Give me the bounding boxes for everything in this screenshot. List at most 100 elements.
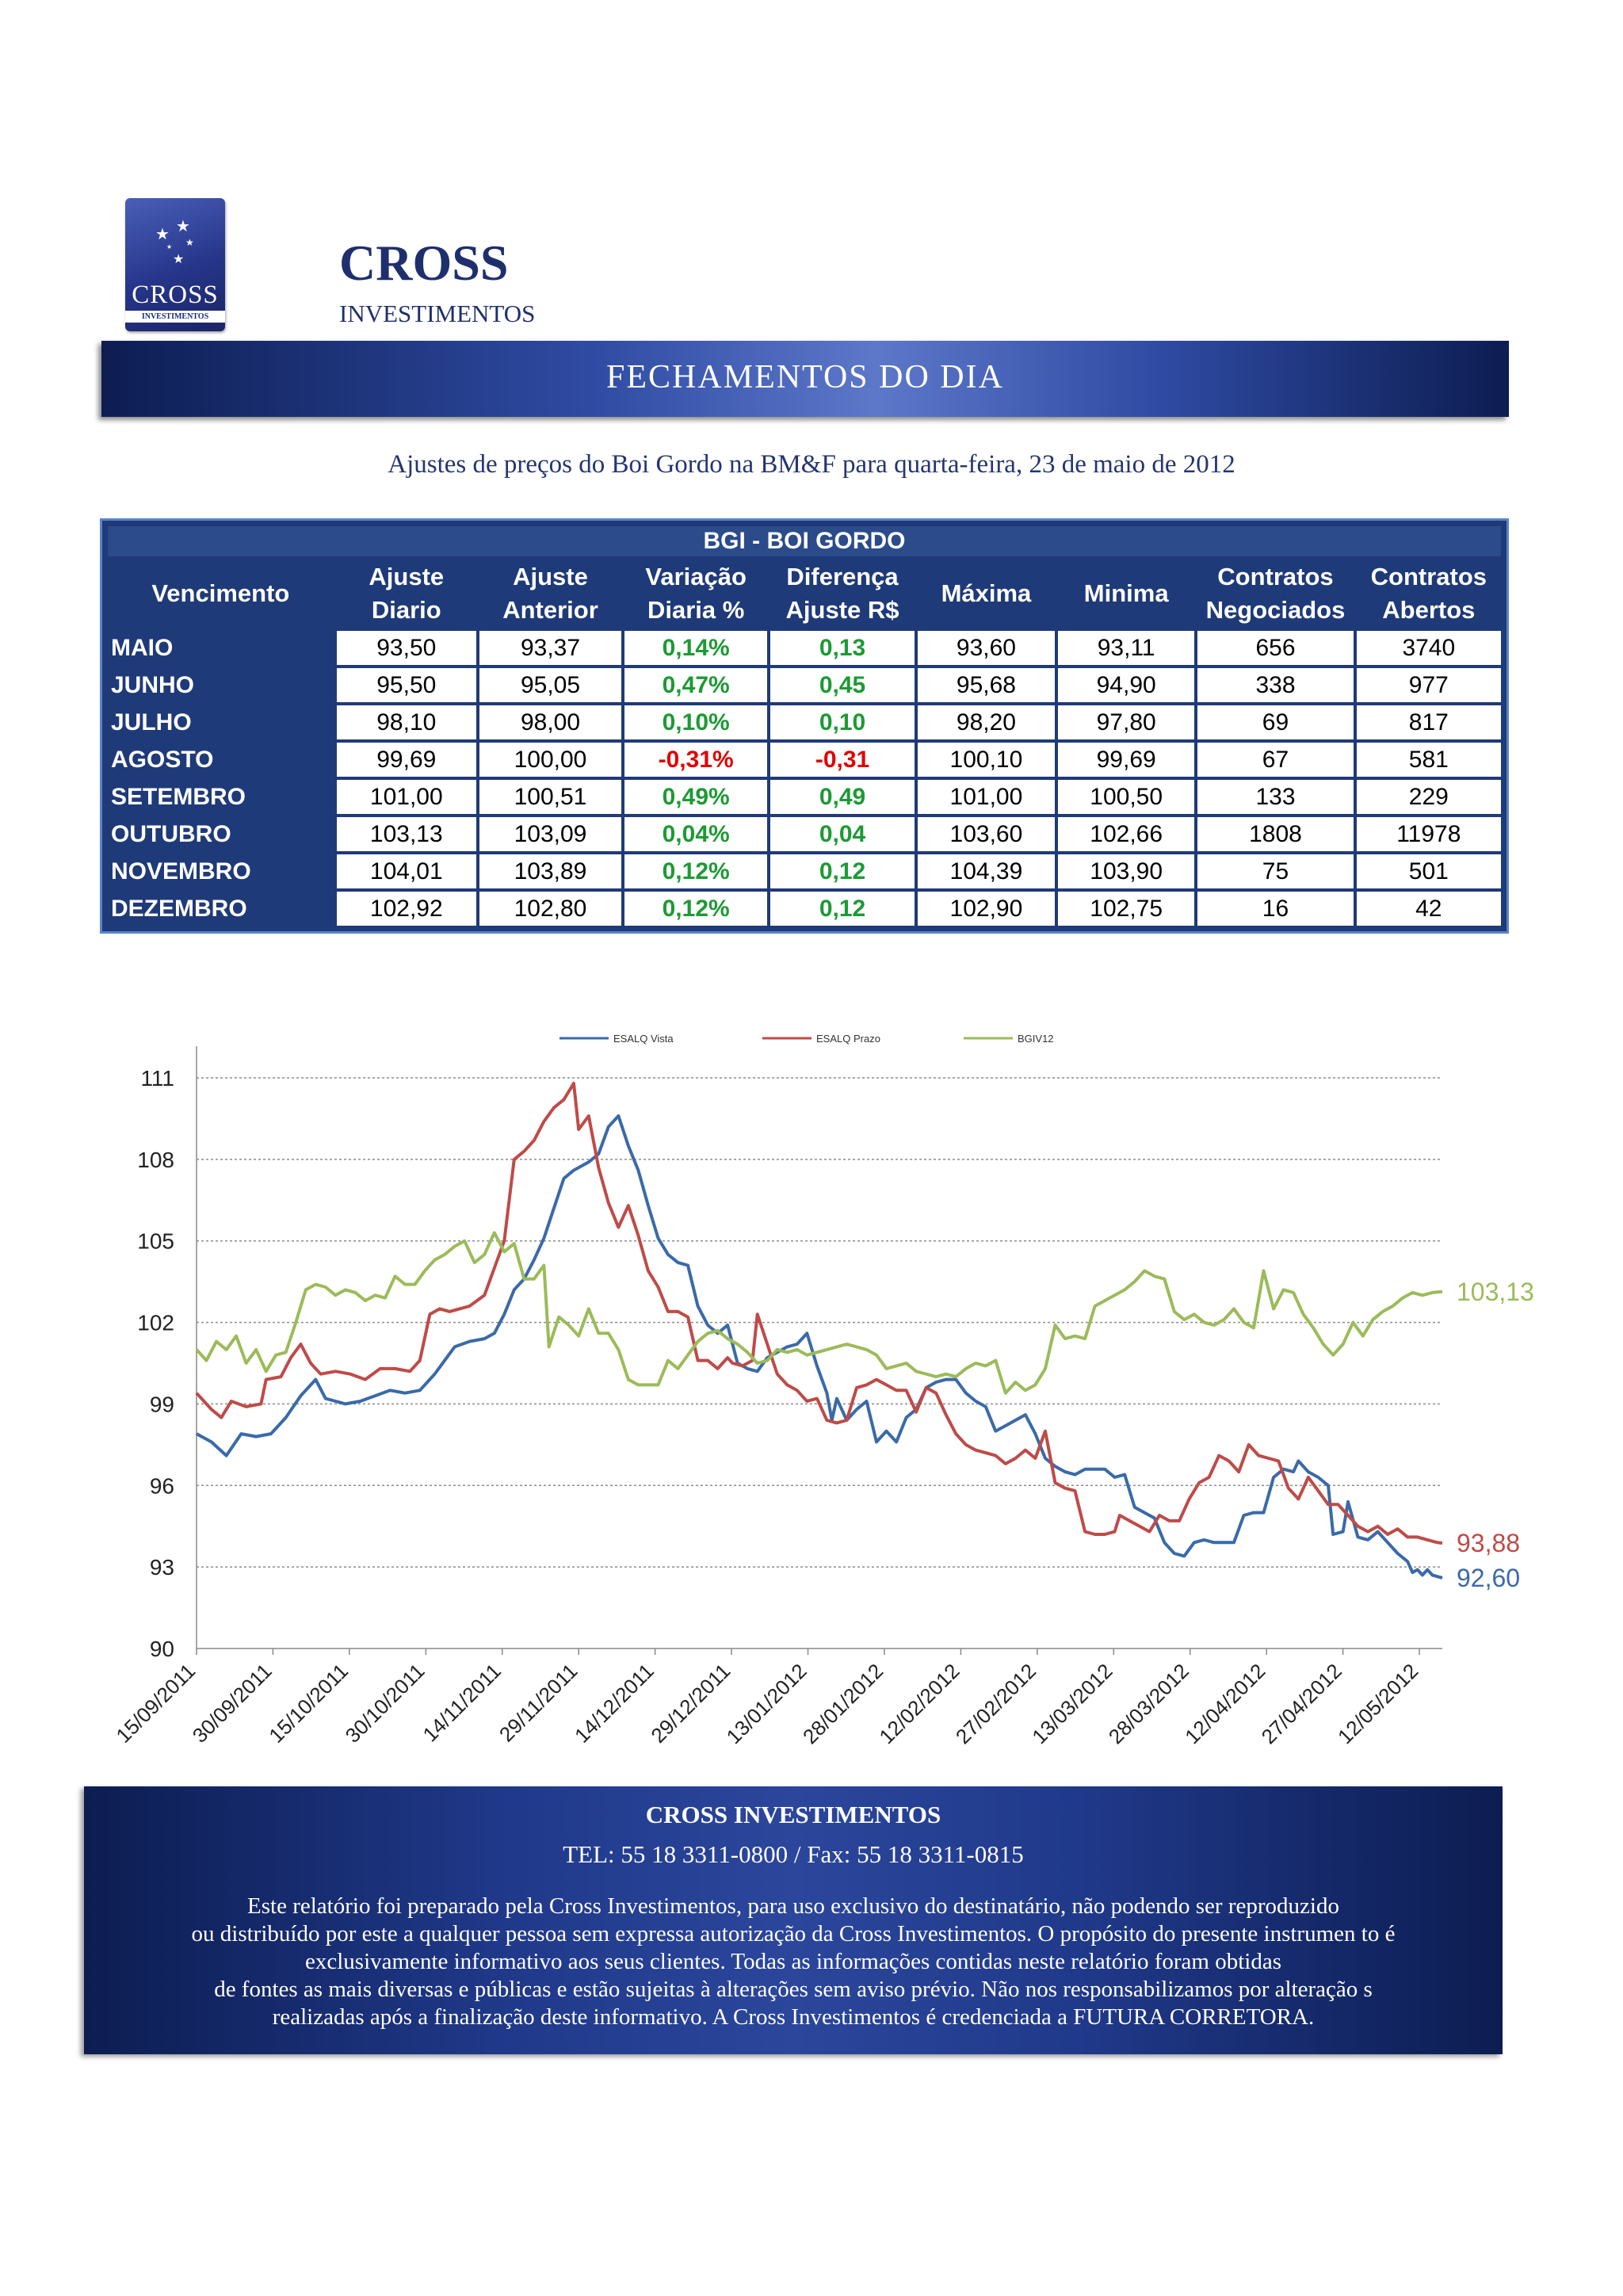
cell-ajuste: 93,50 bbox=[336, 631, 476, 665]
cell-var: 0,49% bbox=[624, 780, 768, 814]
cell-neg: 67 bbox=[1197, 743, 1354, 777]
cell-max: 98,20 bbox=[917, 705, 1055, 739]
column-header: Máxima bbox=[917, 560, 1055, 628]
table-row: OUTUBRO 103,13 103,09 0,04% 0,04 103,60 102,66… bbox=[108, 817, 1501, 851]
column-header-line1: Diferença bbox=[786, 563, 899, 590]
banner-title: FECHAMENTOS DO DIA bbox=[606, 359, 1004, 395]
column-header-line1: Máxima bbox=[941, 579, 1032, 607]
cell-ajuste: 98,10 bbox=[336, 705, 476, 739]
cell-anterior: 93,37 bbox=[479, 631, 622, 665]
cell-min: 99,69 bbox=[1058, 743, 1195, 777]
table-row: SETEMBRO 101,00 100,51 0,49% 0,49 101,00 100,5… bbox=[108, 780, 1501, 814]
column-header: Ajuste Anterior bbox=[479, 560, 622, 628]
cell-max: 104,39 bbox=[917, 854, 1055, 888]
x-tick-label: 15/09/2011 bbox=[111, 1659, 200, 1748]
cell-max: 103,60 bbox=[917, 817, 1055, 851]
y-tick-label: 93 bbox=[150, 1555, 174, 1580]
y-tick-label: 111 bbox=[140, 1066, 174, 1091]
cell-dif: 0,45 bbox=[770, 668, 915, 702]
cell-abertos: 817 bbox=[1356, 705, 1501, 739]
footer-box: CROSS INVESTIMENTOS TEL: 55 18 3311-0800… bbox=[84, 1786, 1503, 2054]
x-tick-label: 12/02/2012 bbox=[874, 1659, 964, 1748]
column-header-line1: Ajuste bbox=[513, 563, 588, 590]
column-header-line1: Ajuste bbox=[369, 563, 445, 590]
cell-min: 94,90 bbox=[1058, 668, 1195, 702]
cell-var: 0,12% bbox=[624, 892, 768, 926]
cell-var: 0,04% bbox=[624, 817, 768, 851]
cell-name: NOVEMBRO bbox=[108, 854, 334, 888]
cell-name: AGOSTO bbox=[108, 743, 334, 777]
cell-ajuste: 102,92 bbox=[336, 892, 476, 926]
column-header-line1: Vencimento bbox=[151, 579, 290, 607]
settlement-table: BGI - BOI GORDO Vencimento Ajuste Diario Aj… bbox=[100, 518, 1509, 934]
column-header-line2: Abertos bbox=[1382, 596, 1476, 624]
cell-dif: 0,49 bbox=[770, 780, 915, 814]
title-banner: FECHAMENTOS DO DIA bbox=[101, 341, 1509, 417]
column-header-line2: Negociados bbox=[1205, 596, 1346, 624]
column-header: Contratos Abertos bbox=[1356, 560, 1501, 628]
column-header-line2: Diario bbox=[371, 596, 441, 624]
cell-anterior: 100,00 bbox=[479, 743, 622, 777]
column-header: Diferença Ajuste R$ bbox=[770, 560, 915, 628]
column-header-line2: Ajuste R$ bbox=[785, 596, 899, 624]
legend-label: BGIV12 bbox=[1018, 1033, 1054, 1045]
cell-min: 102,66 bbox=[1058, 817, 1195, 851]
brand-title: CROSS bbox=[339, 235, 509, 291]
cell-name: MAIO bbox=[108, 631, 334, 665]
x-tick-label: 27/04/2012 bbox=[1257, 1659, 1346, 1748]
cell-neg: 656 bbox=[1197, 631, 1354, 665]
cell-dif: -0,31 bbox=[770, 743, 915, 777]
table-title: BGI - BOI GORDO bbox=[108, 526, 1501, 556]
column-header-line1: Minima bbox=[1083, 579, 1169, 607]
cell-var: 0,12% bbox=[624, 854, 768, 888]
table-row: DEZEMBRO 102,92 102,80 0,12% 0,12 102,90 102,7… bbox=[108, 892, 1501, 926]
y-tick-label: 105 bbox=[137, 1229, 174, 1254]
x-tick-label: 12/05/2012 bbox=[1333, 1659, 1423, 1748]
table-row: NOVEMBRO 104,01 103,89 0,12% 0,12 104,39 103,9… bbox=[108, 854, 1501, 888]
disclaimer-line: exclusivamente informativo aos seus clie… bbox=[305, 1949, 1281, 1974]
y-tick-label: 90 bbox=[150, 1637, 174, 1661]
table-row: AGOSTO 99,69 100,00 -0,31% -0,31 100,10 99,69 6… bbox=[108, 743, 1501, 777]
column-header-line1: Contratos bbox=[1370, 563, 1487, 590]
cell-var: 0,47% bbox=[624, 668, 768, 702]
cell-min: 93,11 bbox=[1058, 631, 1195, 665]
cell-max: 102,90 bbox=[917, 892, 1055, 926]
disclaimer-line: Este relatório foi preparado pela Cross … bbox=[247, 1893, 1339, 1919]
series-line bbox=[196, 1114, 1443, 1580]
table-row: MAIO 93,50 93,37 0,14% 0,13 93,60 93,11 656 3740 bbox=[108, 631, 1501, 665]
x-tick-label: 30/09/2011 bbox=[188, 1659, 277, 1748]
cell-anterior: 98,00 bbox=[479, 705, 622, 739]
cell-abertos: 977 bbox=[1356, 668, 1501, 702]
column-header: Ajuste Diario bbox=[336, 560, 476, 628]
cell-dif: 0,13 bbox=[770, 631, 915, 665]
footer-title: CROSS INVESTIMENTOS bbox=[645, 1801, 941, 1828]
cell-name: JULHO bbox=[108, 705, 334, 739]
legend-label: ESALQ Vista bbox=[613, 1033, 674, 1045]
cell-abertos: 3740 bbox=[1356, 631, 1501, 665]
cell-name: JUNHO bbox=[108, 668, 334, 702]
cell-max: 95,68 bbox=[917, 668, 1055, 702]
x-tick-label: 13/03/2012 bbox=[1027, 1659, 1117, 1748]
x-tick-label: 28/01/2012 bbox=[798, 1659, 888, 1748]
cell-dif: 0,12 bbox=[770, 892, 915, 926]
table-row: JULHO 98,10 98,00 0,10% 0,10 98,20 97,80 69 817 bbox=[108, 705, 1501, 739]
cell-name: DEZEMBRO bbox=[108, 892, 334, 926]
series-end-label: 92,60 bbox=[1457, 1564, 1520, 1592]
report-subtitle: Ajustes de preços do Boi Gordo na BM&F p… bbox=[388, 450, 1235, 479]
cell-abertos: 581 bbox=[1356, 743, 1501, 777]
cell-neg: 338 bbox=[1197, 668, 1354, 702]
x-tick-label: 14/12/2011 bbox=[570, 1659, 659, 1748]
column-header: Variação Diaria % bbox=[624, 560, 768, 628]
disclaimer-line: realizadas após a finalização deste info… bbox=[272, 2004, 1315, 2030]
x-tick-label: 30/10/2011 bbox=[341, 1659, 430, 1748]
footer-contact: TEL: 55 18 3311-0800 / Fax: 55 18 3311-0… bbox=[563, 1840, 1024, 1868]
cell-max: 101,00 bbox=[917, 780, 1055, 814]
cell-min: 97,80 bbox=[1058, 705, 1195, 739]
cell-abertos: 42 bbox=[1356, 892, 1501, 926]
logo-word: CROSS bbox=[132, 281, 219, 309]
cell-abertos: 501 bbox=[1356, 854, 1501, 888]
cell-neg: 75 bbox=[1197, 854, 1354, 888]
cell-ajuste: 104,01 bbox=[336, 854, 476, 888]
cell-min: 103,90 bbox=[1058, 854, 1195, 888]
cell-anterior: 103,89 bbox=[479, 854, 622, 888]
